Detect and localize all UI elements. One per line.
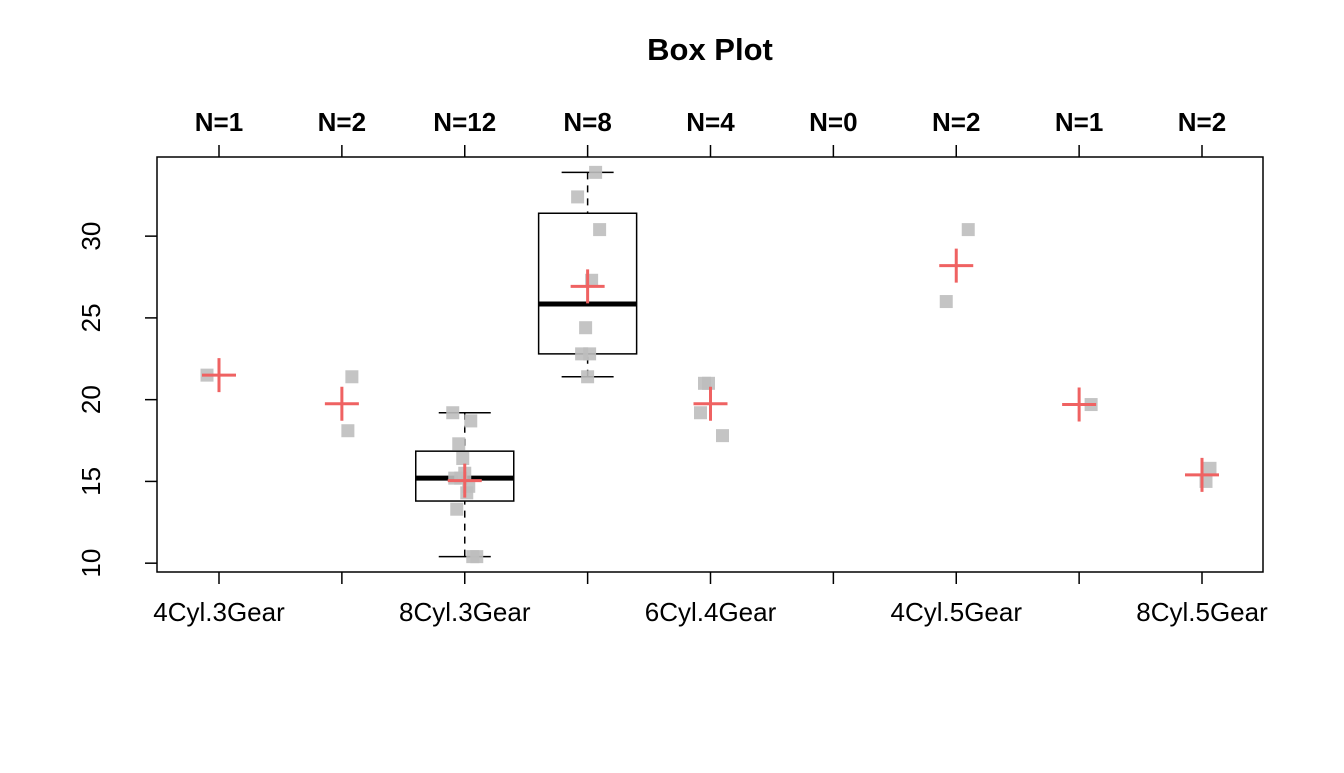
top-label: N=0 xyxy=(809,107,857,137)
mean-marker xyxy=(324,386,359,421)
data-point xyxy=(464,414,478,428)
data-point xyxy=(961,223,975,237)
data-point xyxy=(575,347,589,361)
mean-marker xyxy=(939,248,974,283)
y-tick-label: 25 xyxy=(76,303,106,332)
data-point xyxy=(716,429,729,443)
mean-marker xyxy=(202,358,236,393)
data-point xyxy=(345,370,359,384)
mean-marker xyxy=(570,269,605,304)
data-point xyxy=(593,223,607,237)
data-point xyxy=(939,295,953,309)
x-tick-label: 8Cyl.3Gear xyxy=(399,597,531,627)
data-point xyxy=(589,165,603,179)
mean-marker xyxy=(447,463,482,498)
data-point xyxy=(571,190,585,204)
chart-title: Box Plot xyxy=(647,32,773,67)
data-point xyxy=(581,370,595,384)
data-point xyxy=(341,424,355,438)
top-label: N=8 xyxy=(563,107,611,137)
data-point xyxy=(450,502,464,516)
x-tick-label: 4Cyl.5Gear xyxy=(891,597,1023,627)
data-point xyxy=(466,550,480,564)
top-label: N=1 xyxy=(195,107,243,137)
y-tick-label: 20 xyxy=(76,385,106,414)
data-point xyxy=(1203,461,1217,475)
y-tick-label: 10 xyxy=(76,549,106,578)
data-point xyxy=(694,406,707,420)
data-point xyxy=(698,376,711,390)
plot-frame xyxy=(156,156,1264,573)
mean-marker xyxy=(1062,387,1097,422)
top-label: N=4 xyxy=(686,107,735,137)
y-tick-label: 15 xyxy=(76,467,106,496)
top-label: N=2 xyxy=(1178,107,1226,137)
data-point xyxy=(446,406,460,420)
mean-marker xyxy=(693,386,728,421)
data-point xyxy=(579,321,593,335)
top-label: N=2 xyxy=(318,107,366,137)
mean-marker xyxy=(1185,457,1219,492)
y-tick-label: 30 xyxy=(76,222,106,251)
x-tick-label: 4Cyl.3Gear xyxy=(153,597,285,627)
top-label: N=1 xyxy=(1055,107,1103,137)
x-tick-label: 6Cyl.4Gear xyxy=(645,597,777,627)
data-point xyxy=(456,452,470,466)
top-label: N=12 xyxy=(433,107,496,137)
top-label: N=2 xyxy=(932,107,980,137)
x-tick-label: 8Cyl.5Gear xyxy=(1136,597,1268,627)
data-point xyxy=(452,437,466,451)
